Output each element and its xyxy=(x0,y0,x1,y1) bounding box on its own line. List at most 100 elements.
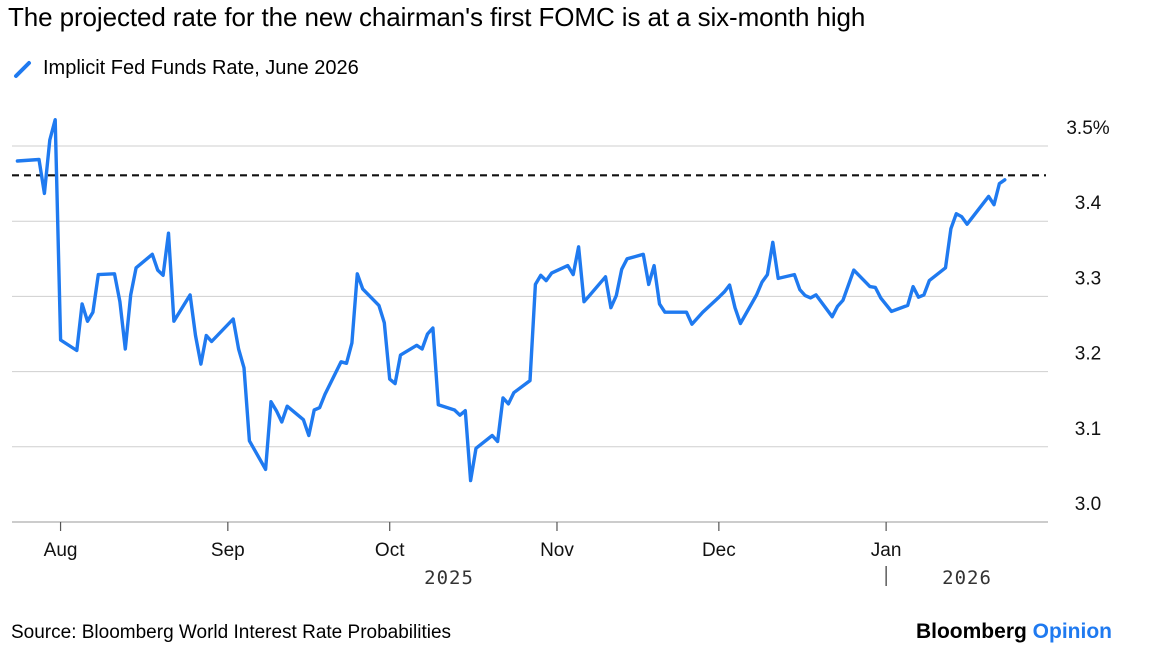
data-point xyxy=(75,349,79,352)
data-point xyxy=(852,268,855,272)
data-point xyxy=(642,253,645,256)
data-point xyxy=(679,311,683,314)
data-point xyxy=(210,340,213,343)
data-point xyxy=(54,118,57,121)
data-point xyxy=(739,322,742,325)
data-point xyxy=(361,287,364,291)
data-point xyxy=(550,271,553,275)
data-point xyxy=(831,315,834,318)
data-point xyxy=(286,405,289,408)
data-point xyxy=(777,277,780,280)
data-point xyxy=(987,195,990,198)
chart-title: The projected rate for the new chairman'… xyxy=(8,2,866,32)
data-point xyxy=(393,382,397,385)
source-note: Source: Bloomberg World Interest Rate Pr… xyxy=(11,622,452,643)
data-point xyxy=(491,434,494,437)
data-point xyxy=(415,344,418,347)
data-point xyxy=(906,304,909,307)
data-point xyxy=(194,334,197,337)
data-point xyxy=(879,296,882,300)
x-tick-label: Oct xyxy=(375,540,405,561)
data-point xyxy=(728,283,731,287)
data-point xyxy=(501,396,505,400)
legend-label: Implicit Fed Funds Rate, June 2026 xyxy=(43,57,359,79)
x-tick-label: Sep xyxy=(211,540,245,561)
data-point xyxy=(566,264,569,267)
data-point xyxy=(615,294,618,297)
data-point xyxy=(264,468,267,471)
data-point xyxy=(658,302,661,306)
data-point xyxy=(717,296,721,299)
data-point xyxy=(199,362,203,366)
data-point xyxy=(242,366,246,369)
data-point xyxy=(911,285,915,288)
data-point xyxy=(841,299,845,302)
data-point xyxy=(723,290,726,294)
data-point xyxy=(356,272,359,275)
data-point xyxy=(313,408,316,412)
data-point xyxy=(949,227,953,230)
data-point xyxy=(91,311,95,314)
brand-accent: Opinion xyxy=(1032,620,1112,643)
data-point xyxy=(318,406,321,409)
data-point xyxy=(771,241,774,244)
data-point xyxy=(604,275,607,278)
data-point xyxy=(998,182,1001,185)
data-point xyxy=(809,296,812,300)
data-point xyxy=(399,353,402,357)
data-point xyxy=(16,159,19,163)
data-point xyxy=(86,320,89,323)
data-point xyxy=(755,293,758,297)
data-point xyxy=(37,158,41,161)
data-point xyxy=(97,273,100,276)
data-point xyxy=(928,279,931,282)
data-point xyxy=(339,360,343,363)
data-point xyxy=(663,311,667,314)
data-point xyxy=(588,294,591,297)
data-point xyxy=(59,338,62,342)
legend: Implicit Fed Funds Rate, June 2026 xyxy=(12,57,359,80)
data-point xyxy=(420,347,424,351)
data-point xyxy=(534,283,537,286)
data-point xyxy=(161,274,165,277)
data-point xyxy=(620,268,623,271)
data-point xyxy=(113,272,116,275)
data-point xyxy=(955,212,958,215)
data-point xyxy=(507,402,510,406)
data-point xyxy=(874,286,877,289)
data-point xyxy=(512,391,515,394)
line-chart: 3.5% 3.4 3.3 3.2 3.1 3.0 Aug Sep Oct Nov Dec Jan 202… xyxy=(12,117,1110,589)
data-point xyxy=(437,403,440,406)
data-point xyxy=(793,273,796,276)
x-tick-label: Nov xyxy=(540,540,574,561)
data-point xyxy=(248,439,251,442)
data-point xyxy=(118,300,122,303)
data-point xyxy=(232,317,235,321)
data-point xyxy=(280,420,283,424)
data-point xyxy=(545,279,548,282)
data-point xyxy=(205,334,208,337)
data-point xyxy=(469,479,472,482)
data-point xyxy=(701,311,704,314)
data-point xyxy=(453,408,456,412)
x-tick-label: Dec xyxy=(702,540,736,561)
data-point xyxy=(345,362,348,365)
data-point xyxy=(269,400,273,403)
data-point xyxy=(917,296,920,299)
data-point xyxy=(798,288,801,291)
data-point xyxy=(426,332,429,336)
x-tick-label: Jan xyxy=(871,540,902,561)
data-point xyxy=(944,266,947,269)
data-point xyxy=(890,310,893,313)
data-point xyxy=(868,285,872,288)
data-point xyxy=(134,266,138,269)
data-point xyxy=(760,280,764,284)
data-point xyxy=(814,293,818,297)
data-point xyxy=(431,326,435,330)
data-point xyxy=(965,223,969,226)
data-point xyxy=(992,203,996,206)
x-tick-label: Aug xyxy=(44,540,78,561)
data-point xyxy=(1003,178,1006,181)
brand-name: Bloomberg xyxy=(915,620,1027,643)
data-point xyxy=(323,393,327,396)
